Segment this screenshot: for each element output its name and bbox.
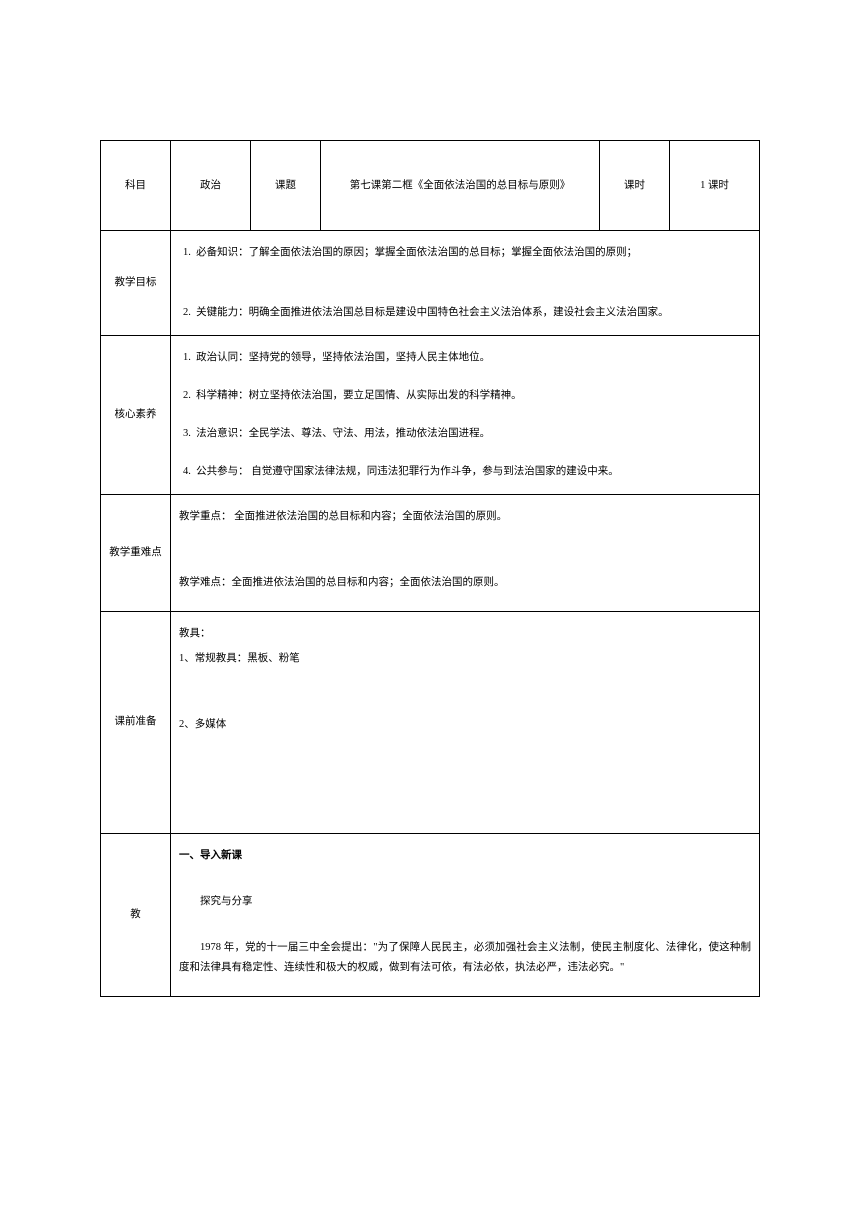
topic-value: 第七课第二框《全面依法治国的总目标与原则》 — [321, 141, 600, 231]
keypoints-content: 教学重点： 全面推进依法治国的总目标和内容；全面依法治国的原则。 教学难点：全面… — [171, 494, 760, 611]
period-value: 1 课时 — [670, 141, 760, 231]
tool-item-1: 1、常规教具：黑板、粉笔 — [179, 649, 751, 669]
keypoints-label: 教学重难点 — [101, 494, 171, 611]
objective-item-2: 2. 关键能力：明确全面推进依法治国总目标是建设中国特色社会主义法治体系，建设社… — [183, 303, 751, 323]
subject-label: 科目 — [101, 141, 171, 231]
tool-item-2: 2、多媒体 — [179, 715, 751, 735]
topic-label: 课题 — [251, 141, 321, 231]
preparation-content: 教具： 1、常规教具：黑板、粉笔 2、多媒体 — [171, 611, 760, 834]
period-label: 课时 — [600, 141, 670, 231]
subtitle: 探究与分享 — [179, 892, 751, 912]
core-item-2: 2. 科学精神：树立坚持依法治国，要立足国情、从实际出发的科学精神。 — [183, 386, 751, 406]
keypoints-row: 教学重难点 教学重点： 全面推进依法治国的总目标和内容；全面依法治国的原则。 教… — [101, 494, 760, 611]
core-item-4: 4. 公共参与： 自觉遵守国家法律法规，同违法犯罪行为作斗争，参与到法治国家的建… — [183, 462, 751, 482]
objectives-label: 教学目标 — [101, 231, 171, 336]
core-row: 核心素养 1. 政治认同：坚持党的领导，坚持依法治国，坚持人民主体地位。 2. … — [101, 335, 760, 494]
teaching-row: 教 一、导入新课 探究与分享 1978 年，党的十一届三中全会提出："为了保障人… — [101, 834, 760, 997]
tools-label: 教具： — [179, 624, 751, 644]
core-item-3: 3. 法治意识：全民学法、尊法、守法、用法，推动依法治国进程。 — [183, 424, 751, 444]
core-label: 核心素养 — [101, 335, 171, 494]
lesson-plan-document: 科目 政治 课题 第七课第二框《全面依法治国的总目标与原则》 课时 1 课时 教… — [100, 140, 760, 997]
objective-item-1: 1. 必备知识：了解全面依法治国的原因；掌握全面依法治国的总目标；掌握全面依法治… — [183, 243, 751, 263]
focus-line: 教学重点： 全面推进依法治国的总目标和内容；全面依法治国的原则。 — [179, 507, 751, 527]
teaching-label: 教 — [101, 834, 171, 997]
preparation-label: 课前准备 — [101, 611, 171, 834]
subject-value: 政治 — [171, 141, 251, 231]
difficulty-line: 教学难点：全面推进依法治国的总目标和内容；全面依法治国的原则。 — [179, 573, 751, 593]
preparation-row: 课前准备 教具： 1、常规教具：黑板、粉笔 2、多媒体 — [101, 611, 760, 834]
core-content: 1. 政治认同：坚持党的领导，坚持依法治国，坚持人民主体地位。 2. 科学精神：… — [171, 335, 760, 494]
header-row: 科目 政治 课题 第七课第二框《全面依法治国的总目标与原则》 课时 1 课时 — [101, 141, 760, 231]
core-item-1: 1. 政治认同：坚持党的领导，坚持依法治国，坚持人民主体地位。 — [183, 348, 751, 368]
teaching-content: 一、导入新课 探究与分享 1978 年，党的十一届三中全会提出："为了保障人民民… — [171, 834, 760, 997]
objectives-row: 教学目标 1. 必备知识：了解全面依法治国的原因；掌握全面依法治国的总目标；掌握… — [101, 231, 760, 336]
section-title: 一、导入新课 — [179, 846, 751, 866]
lesson-plan-table: 科目 政治 课题 第七课第二框《全面依法治国的总目标与原则》 课时 1 课时 教… — [100, 140, 760, 997]
objectives-content: 1. 必备知识：了解全面依法治国的原因；掌握全面依法治国的总目标；掌握全面依法治… — [171, 231, 760, 336]
paragraph: 1978 年，党的十一届三中全会提出："为了保障人民民主，必须加强社会主义法制，… — [179, 938, 751, 978]
